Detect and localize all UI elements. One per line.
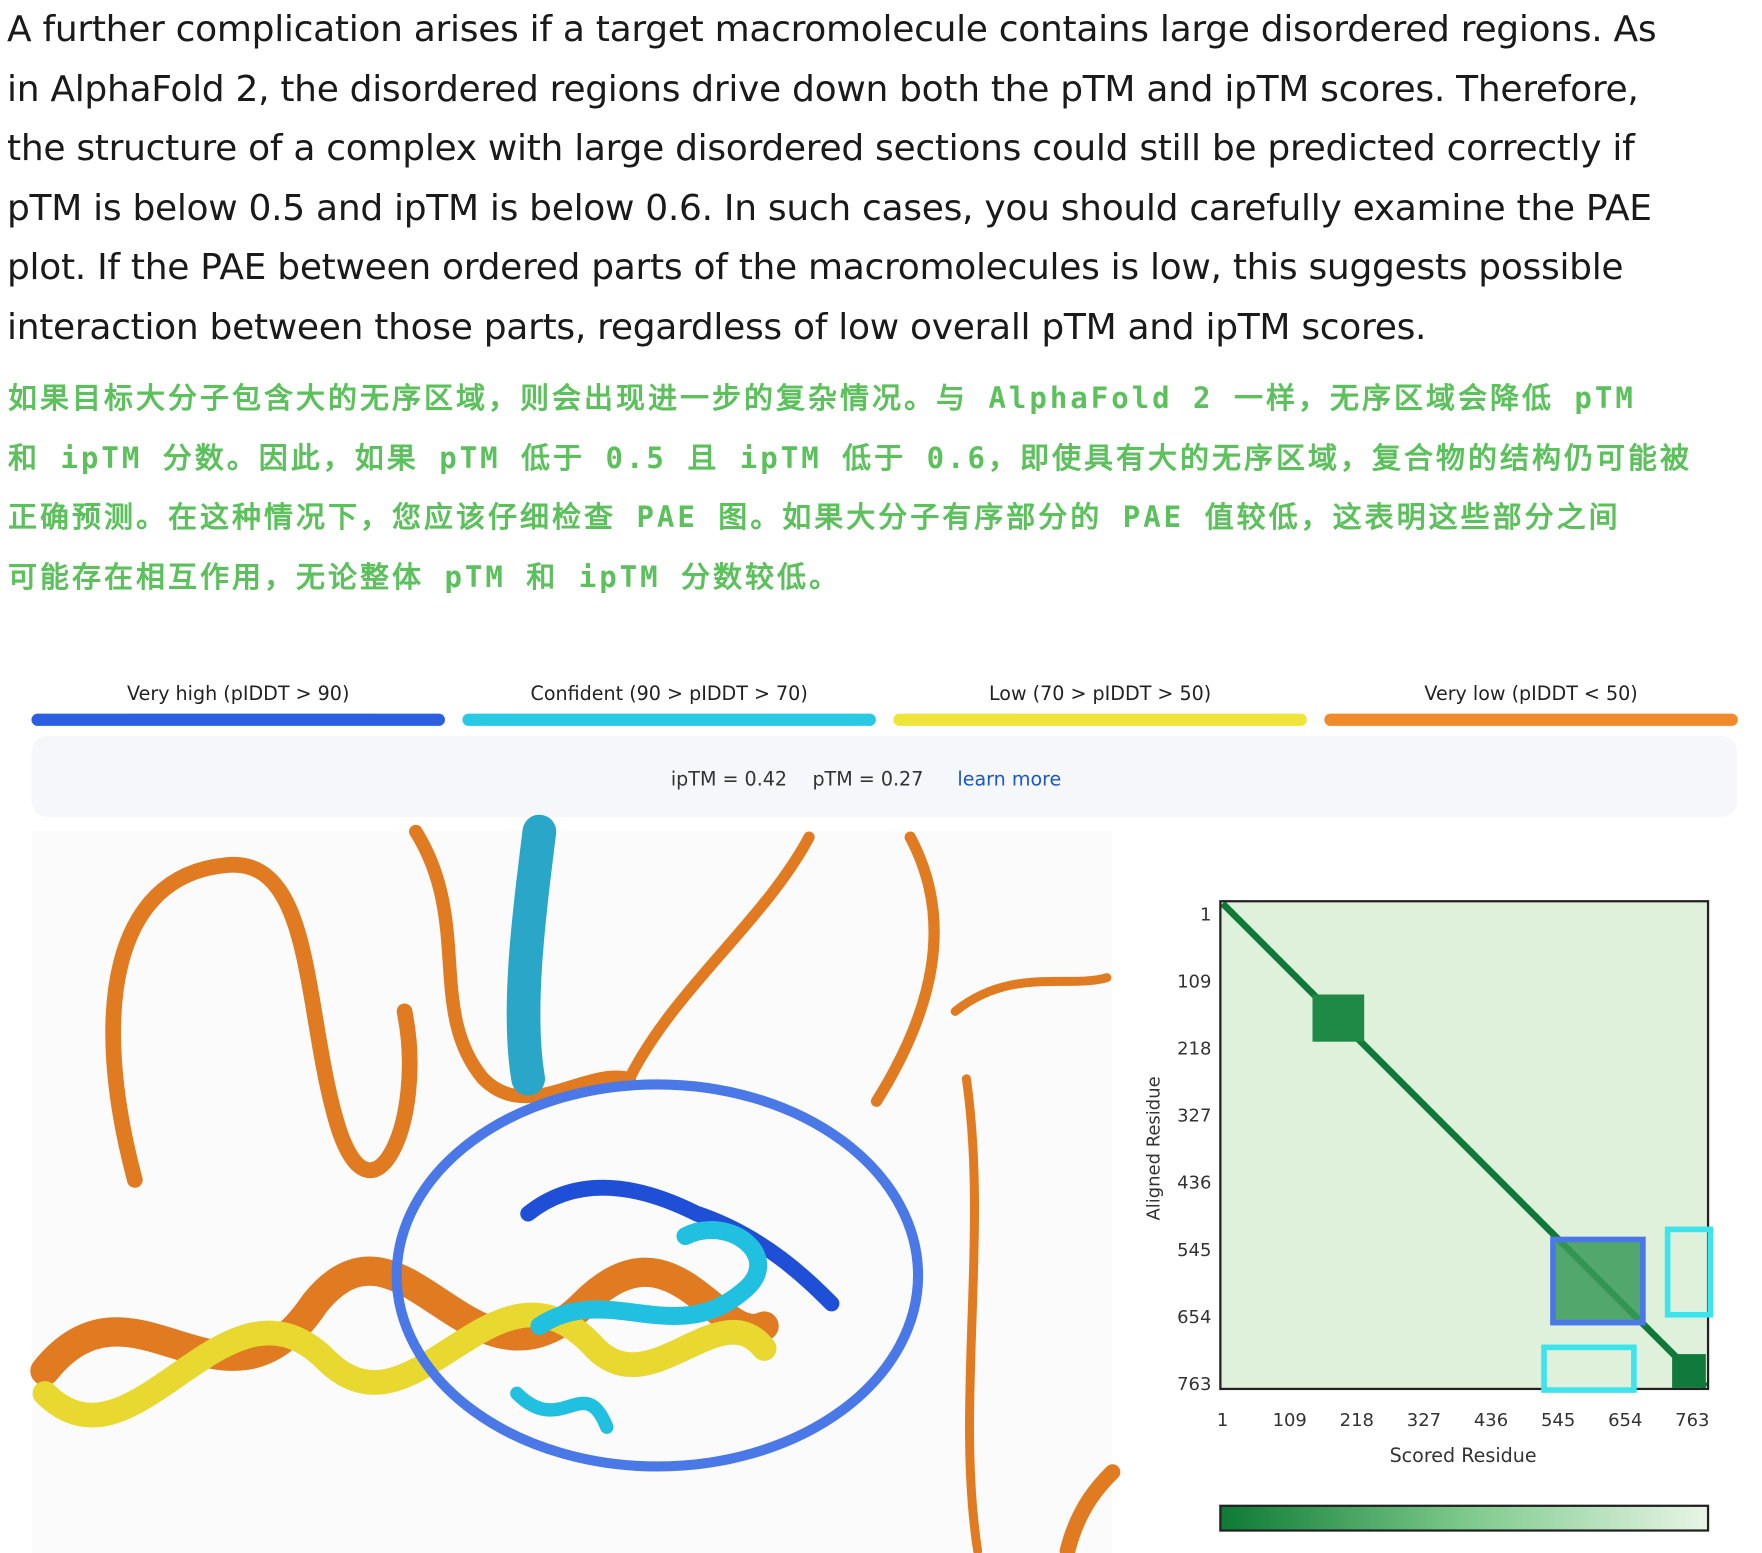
y-tick-label: 109 xyxy=(1177,971,1211,992)
ptm-score: pTM = 0.27 xyxy=(812,767,923,790)
y-tick-label: 218 xyxy=(1177,1039,1211,1060)
legend-label: Very high (pIDDT > 90) xyxy=(127,682,349,705)
x-axis-label: Scored Residue xyxy=(1390,1444,1537,1467)
colorbar xyxy=(1219,1504,1710,1532)
y-tick-label: 545 xyxy=(1177,1240,1211,1261)
x-tick-label: 327 xyxy=(1407,1410,1441,1431)
x-tick-label: 109 xyxy=(1273,1410,1307,1431)
iptm-score: ipTM = 0.42 xyxy=(671,767,787,790)
legend-bar xyxy=(31,713,445,726)
text-line: A further complication arises if a targe… xyxy=(7,9,1657,50)
y-tick-label: 1 xyxy=(1200,904,1211,925)
legend-label: Low (70 > pIDDT > 50) xyxy=(989,682,1211,705)
text-line: interaction between those parts, regardl… xyxy=(7,306,1427,348)
legend-bar xyxy=(893,713,1307,726)
text-line: 如果目标大分子包含大的无序区域，则会出现进一步的复杂情况。与 AlphaFold… xyxy=(8,381,1636,415)
x-tick-label: 545 xyxy=(1541,1410,1575,1431)
legend-bar xyxy=(462,713,876,726)
paragraph-zh: 如果目标大分子包含大的无序区域，则会出现进一步的复杂情况。与 AlphaFold… xyxy=(8,369,1692,607)
y-axis-label: Aligned Residue xyxy=(1144,1076,1165,1220)
pae-heatmap xyxy=(1219,900,1714,1393)
y-tick-label: 763 xyxy=(1177,1374,1211,1395)
text-line: 和 ipTM 分数。因此，如果 pTM 低于 0.5 且 ipTM 低于 0.6… xyxy=(8,440,1692,475)
text-line: 可能存在相互作用，无论整体 pTM 和 ipTM 分数较低。 xyxy=(8,559,842,594)
text-line: pTM is below 0.5 and ipTM is below 0.6. … xyxy=(7,187,1652,229)
paragraph-en: A further complication arises if a targe… xyxy=(7,0,1657,357)
scores-box xyxy=(31,736,1738,817)
text-line: plot. If the PAE between ordered parts o… xyxy=(7,247,1624,288)
y-tick-label: 654 xyxy=(1177,1307,1211,1328)
x-tick-label: 763 xyxy=(1675,1410,1709,1431)
x-tick-label: 218 xyxy=(1340,1410,1374,1431)
x-tick-label: 436 xyxy=(1474,1410,1508,1431)
x-tick-label: 654 xyxy=(1608,1410,1642,1431)
text-line: 正确预测。在这种情况下，您应该仔细检查 PAE 图。如果大分子有序部分的 PAE… xyxy=(8,500,1621,534)
legend-label: Confident (90 > pIDDT > 70) xyxy=(531,682,808,705)
figure: Very high (pIDDT > 90) Confident (90 > pI… xyxy=(30,682,1738,1553)
y-tick-label: 436 xyxy=(1177,1173,1211,1194)
structure-view xyxy=(30,814,1121,1553)
legend-bar xyxy=(1324,713,1738,726)
legend-label: Very low (pIDDT < 50) xyxy=(1424,682,1637,705)
y-tick-label: 327 xyxy=(1177,1106,1211,1127)
text-line: the structure of a complex with large di… xyxy=(7,128,1635,169)
learn-more-link[interactable]: learn more xyxy=(957,767,1061,790)
text-line: in AlphaFold 2, the disordered regions d… xyxy=(7,68,1639,110)
x-tick-label: 1 xyxy=(1217,1410,1228,1431)
